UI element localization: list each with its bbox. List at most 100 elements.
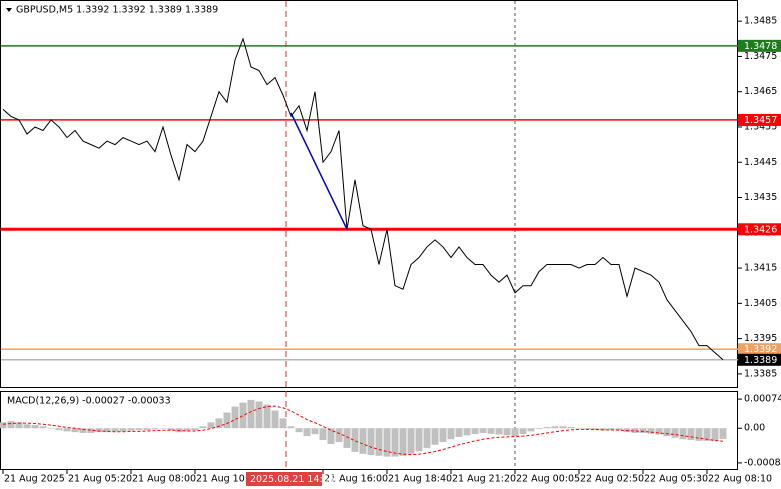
histogram-bar — [719, 428, 727, 439]
histogram-bar — [239, 402, 247, 429]
histogram-bar — [375, 428, 383, 456]
histogram-bar — [143, 428, 151, 431]
level-label: 1.3389 — [744, 355, 777, 366]
x-tick-label: 22 Aug 00:05 — [516, 474, 580, 485]
histogram-bar — [263, 404, 271, 429]
histogram-bar — [255, 401, 263, 429]
x-tick-label: 21 Aug 16:00 — [324, 474, 388, 485]
histogram-bar — [431, 428, 439, 445]
histogram-bar — [127, 428, 135, 431]
histogram-bar — [687, 428, 695, 441]
histogram-bar — [695, 428, 703, 441]
x-tick-label: 21 Aug 08:00 — [132, 474, 196, 485]
cursor-label: 2025.08.21 14:25 — [250, 474, 335, 485]
histogram-bar — [423, 428, 431, 448]
histogram-bar — [319, 428, 327, 441]
histogram-bar — [527, 428, 535, 432]
x-tick-label: 21 Aug 18:40 — [388, 474, 452, 485]
histogram-bar — [415, 428, 423, 452]
histogram-bar — [247, 399, 255, 429]
level-box — [738, 353, 781, 366]
histogram-bar — [39, 426, 47, 429]
y-tick-label: 1.3405 — [744, 298, 777, 309]
histogram-bar — [551, 426, 559, 429]
histogram-bar — [663, 428, 671, 437]
histogram-bar — [639, 428, 647, 433]
histogram-bar — [215, 418, 223, 429]
histogram-bar — [615, 428, 623, 431]
histogram-bar — [31, 425, 39, 429]
x-tick-label: 21 Aug 10:4 — [196, 474, 254, 485]
level-box — [738, 113, 781, 126]
y-tick-label: 1.3435 — [744, 192, 777, 203]
histogram-bar — [159, 428, 167, 429]
histogram-bar — [311, 428, 319, 435]
histogram-bar — [447, 428, 455, 440]
histogram-bar — [679, 428, 687, 440]
price-line — [2, 37, 724, 361]
histogram-bar — [559, 426, 567, 429]
y-tick-label: 1.3415 — [744, 263, 777, 274]
histogram-bar — [111, 428, 119, 432]
level-label: 1.3478 — [744, 41, 777, 52]
histogram-bar — [359, 428, 367, 454]
y-tick-label: 1.3465 — [744, 86, 777, 97]
level-box — [738, 343, 781, 356]
histogram-bar — [103, 428, 111, 433]
histogram-bar — [63, 428, 71, 432]
histogram-bar — [279, 418, 287, 429]
histogram-bar — [463, 428, 471, 436]
histogram-bar — [183, 428, 191, 432]
histogram-bar — [495, 428, 503, 435]
histogram-bar — [87, 428, 95, 433]
cursor-box — [246, 472, 322, 486]
histogram-bar — [119, 428, 127, 432]
histogram-bar — [471, 428, 479, 435]
x-tick-label: 22 Aug 05:30 — [644, 474, 708, 485]
y-tick-label: 1.3455 — [744, 121, 777, 132]
level-box — [738, 223, 781, 236]
macd-frame — [0, 391, 738, 470]
histogram-bar — [71, 428, 79, 433]
x-tick-label: 21 Aug 2025 — [4, 474, 65, 485]
histogram-bar — [327, 428, 335, 444]
histogram-bar — [295, 428, 303, 433]
histogram-bar — [343, 428, 351, 448]
y-tick-label: 1.3485 — [744, 16, 777, 27]
y-tick-label: 1.3395 — [744, 333, 777, 344]
histogram-bar — [287, 426, 295, 429]
histogram-bar — [23, 424, 31, 429]
level-label: 1.3392 — [744, 344, 777, 355]
x-tick-label: 22 Aug 02:50 — [580, 474, 644, 485]
y-tick-label: -0.00088 — [744, 457, 781, 468]
histogram-bar — [0, 422, 7, 429]
histogram-bar — [535, 428, 543, 430]
y-tick-label: 1.3475 — [744, 51, 777, 62]
histogram-bar — [631, 428, 639, 433]
histogram-bar — [79, 428, 87, 433]
level-label: 1.3457 — [744, 115, 777, 126]
histogram-bar — [367, 428, 375, 456]
histogram-bar — [511, 428, 519, 437]
histogram-bar — [351, 428, 359, 452]
histogram-bar — [47, 428, 55, 429]
histogram-bar — [711, 428, 719, 442]
histogram-bar — [7, 421, 15, 429]
histogram-bar — [207, 422, 215, 429]
histogram-bar — [519, 428, 527, 435]
histogram-bar — [591, 428, 599, 431]
x-tick-label: 21 Aug 21:20 — [452, 474, 516, 485]
histogram-bar — [567, 427, 575, 429]
histogram-bar — [439, 428, 447, 443]
histogram-bar — [383, 428, 391, 457]
y-tick-label: 0.00074 — [744, 394, 781, 405]
level-label: 1.3426 — [744, 224, 777, 235]
histogram-bar — [271, 410, 279, 429]
signal-line — [2, 405, 724, 456]
histogram-bar — [191, 428, 199, 431]
histogram-bar — [503, 428, 511, 436]
level-box — [738, 39, 781, 52]
histogram-bar — [231, 406, 239, 429]
